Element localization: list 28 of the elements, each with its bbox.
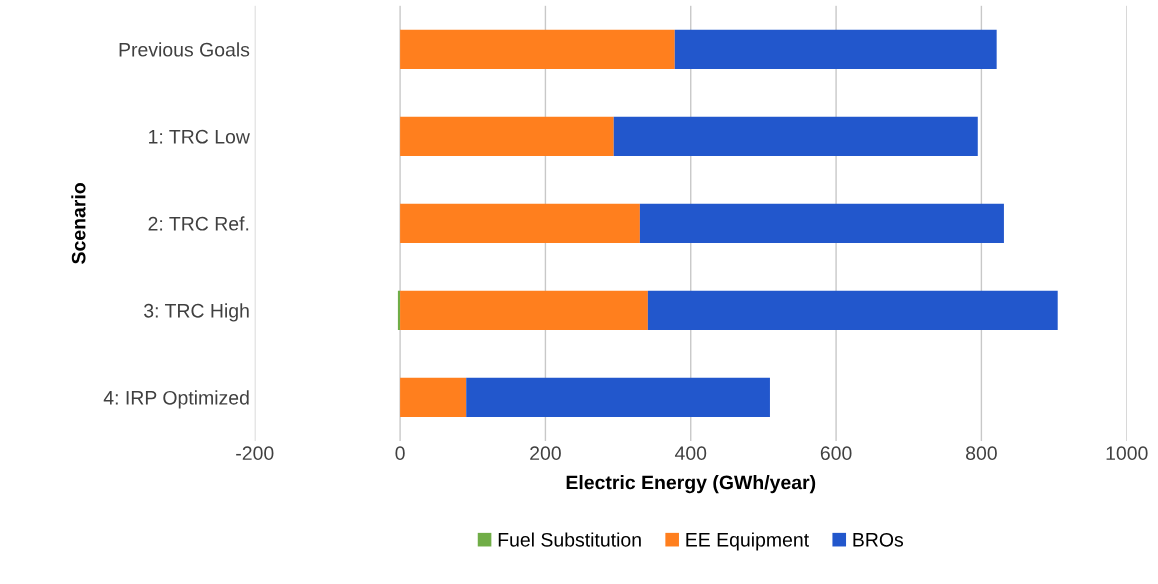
bar (639, 203, 1004, 243)
bar (400, 377, 467, 417)
bar (400, 290, 648, 330)
y-tick-label: 1: TRC Low (149, 129, 250, 144)
legend-label: BROs (853, 532, 904, 547)
x-tick-label: 400 (674, 446, 707, 461)
y-tick-label: Previous Goals (119, 42, 250, 57)
legend-label: Fuel Substitution (498, 532, 641, 547)
x-tick-label: 1000 (1106, 446, 1148, 461)
y-tick-label: 3: TRC High (144, 303, 249, 322)
bar (647, 290, 1058, 330)
x-axis-title: Electric Energy (GWh/year) (566, 475, 816, 494)
bar (400, 203, 640, 243)
y-tick-label: 4: IRP Optimized (103, 390, 249, 409)
y-axis-title: Scenario (71, 183, 86, 264)
y-tick-label: 2: TRC Ref. (148, 216, 249, 231)
x-tick-label: 200 (530, 446, 561, 461)
x-tick-label: -200 (236, 446, 274, 461)
bar (674, 29, 997, 69)
bar (397, 290, 401, 330)
bar (400, 116, 614, 156)
bar (613, 116, 978, 156)
bar (400, 29, 675, 69)
legend-label: EE Equipment (686, 532, 809, 551)
x-tick-label: 800 (966, 446, 997, 461)
x-tick-label: 600 (820, 446, 852, 461)
bar (466, 377, 770, 417)
x-tick-label: 0 (395, 446, 405, 461)
